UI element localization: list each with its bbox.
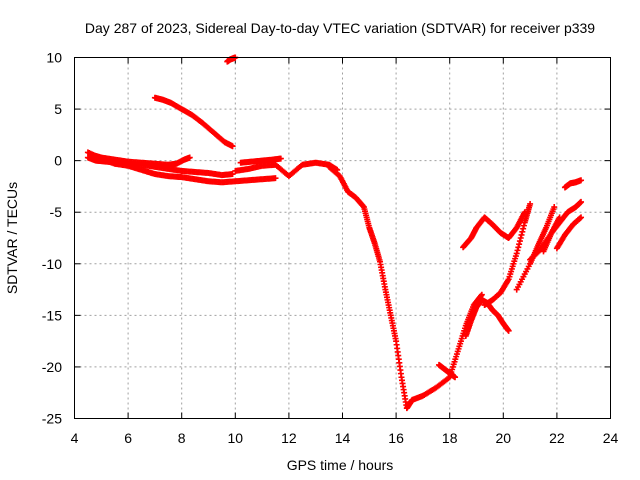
y-tick-label-3: -10 (42, 256, 62, 272)
point-track-afternoon-4-8 (520, 225, 527, 232)
y-axis-label: SDTVAR / TECUs (4, 182, 20, 294)
series-track-midday-upper (237, 155, 284, 166)
y-tick-label-1: -20 (42, 359, 62, 375)
x-tick-label-1: 6 (124, 430, 132, 446)
point-track-afternoon-4-7 (519, 228, 526, 235)
series-track-upper-morning (87, 151, 193, 168)
point-track-evening-e-3 (578, 177, 585, 184)
y-tick-label-6: 5 (54, 101, 62, 117)
series-track-evening-c (540, 198, 585, 255)
series-track-upper-evening (460, 209, 528, 251)
series-track-recovery (462, 296, 512, 339)
point-track-midday-upper-4 (277, 155, 284, 162)
series-track-evening-e (561, 177, 585, 191)
series-track-dip (326, 163, 485, 412)
series-track-lower-morning (84, 149, 279, 186)
point-track-recovery-8 (505, 327, 512, 334)
series-track-afternoon (481, 200, 534, 309)
x-tick-label-2: 8 (178, 430, 186, 446)
y-tick-label-5: 0 (54, 153, 62, 169)
y-tick-label-2: -15 (42, 307, 62, 323)
point-track-afternoon-4-1 (514, 247, 521, 254)
grid-layer (74, 57, 611, 419)
series-track-evening-a (513, 204, 558, 293)
x-axis-label: GPS time / hours (287, 457, 394, 473)
point-track-afternoon-6 (527, 200, 534, 207)
point-track-afternoon-4-6 (518, 231, 525, 238)
y-tick-label-7: 10 (46, 50, 62, 66)
series-track-dip-upper (435, 361, 459, 381)
point-track-dip-upper-3 (452, 374, 459, 381)
x-tick-label-6: 16 (388, 430, 404, 446)
series-track-midday (232, 159, 341, 180)
point-track-descending-arc-8 (229, 143, 236, 150)
point-track-afternoon-4-4 (516, 238, 523, 245)
chart-title: Day 287 of 2023, Sidereal Day-to-day VTE… (85, 20, 595, 36)
point-track-upper-evening-8 (521, 209, 528, 216)
x-tick-label-8: 20 (496, 430, 512, 446)
point-track-evening-c-5 (578, 198, 585, 205)
x-tick-label-9: 22 (549, 430, 565, 446)
point-track-dip-20 (478, 291, 485, 298)
point-track-main-morning-12 (229, 171, 236, 178)
plot-frame (74, 57, 611, 419)
x-tick-label-10: 24 (603, 430, 619, 446)
x-tick-label-7: 18 (442, 430, 458, 446)
point-track-afternoon-4 (513, 250, 520, 257)
point-track-lower-morning-14 (272, 175, 279, 182)
point-track-afternoon-4-9 (520, 222, 527, 229)
point-track-upper-morning-9 (186, 154, 193, 161)
x-tick-label-5: 14 (335, 430, 351, 446)
point-track-evening-a-4 (551, 204, 558, 211)
x-tick-label-3: 10 (228, 430, 244, 446)
data-points (84, 54, 585, 412)
point-track-afternoon-4-2 (515, 244, 522, 251)
x-tick-label-0: 4 (71, 430, 79, 446)
series-track-descending-arc (151, 94, 236, 150)
y-tick-label-4: -5 (50, 204, 63, 220)
series-track-top-fragment (224, 54, 239, 65)
point-track-afternoon-4-3 (516, 241, 523, 248)
point-track-evening-d-3 (578, 214, 585, 221)
series-track-evening-d (553, 214, 585, 252)
y-tick-label-0: -25 (42, 411, 62, 427)
x-tick-label-4: 12 (281, 430, 297, 446)
point-track-afternoon-4-5 (517, 235, 524, 241)
